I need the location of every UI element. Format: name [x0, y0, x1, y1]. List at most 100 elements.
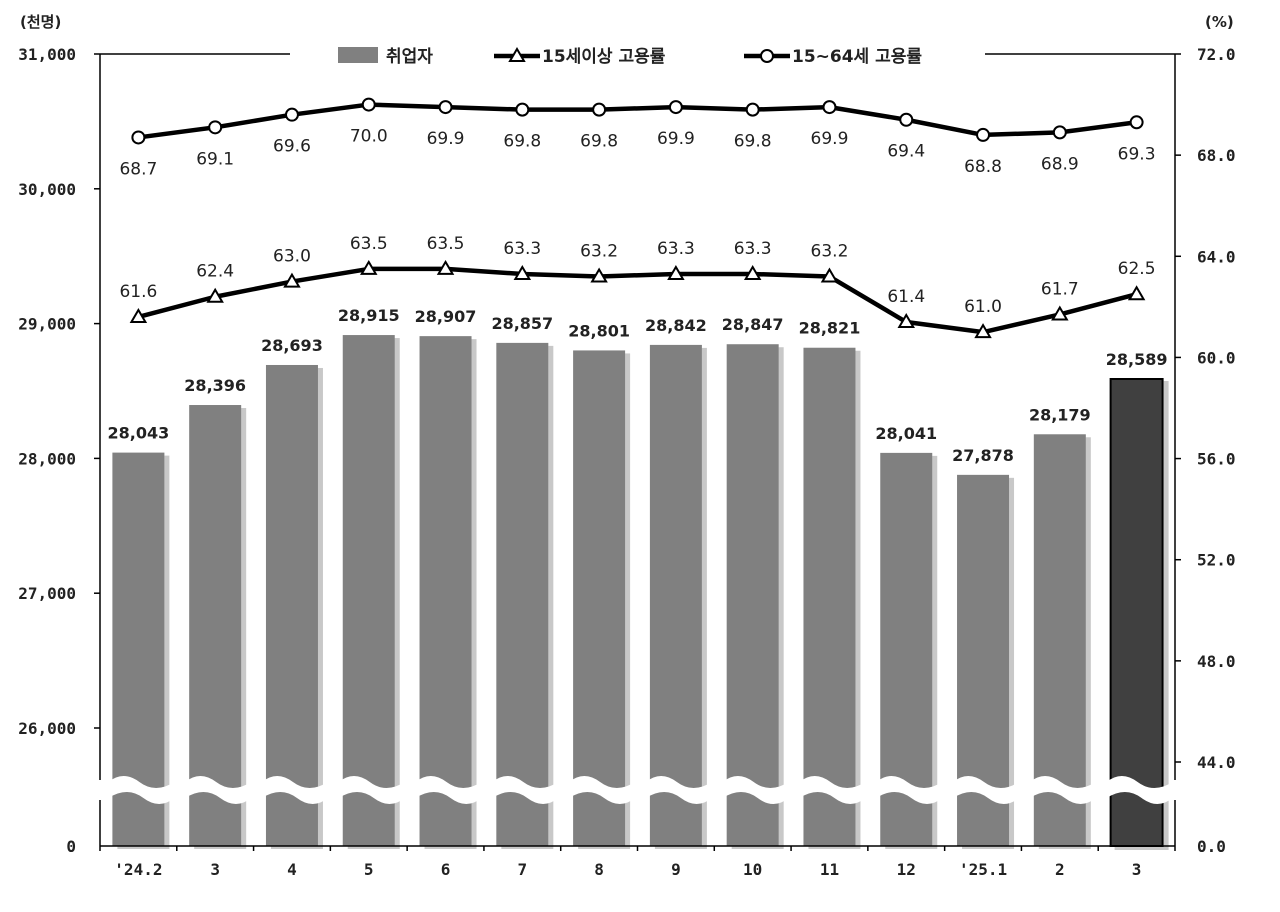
line-value-label: 69.8: [580, 132, 618, 152]
circle-marker: [361, 97, 376, 112]
x-tick-label: 8: [594, 860, 604, 879]
right-tick-label: 64.0: [1197, 247, 1236, 266]
circle-marker: [208, 120, 223, 135]
line-value-label: 61.6: [119, 282, 157, 302]
circle-marker: [284, 107, 299, 122]
bar: [803, 347, 856, 846]
bar-value-label: 28,842: [645, 316, 707, 335]
left-tick-label: 30,000: [18, 180, 76, 199]
bar: [573, 350, 626, 846]
legend-triangle-marker: [508, 47, 526, 62]
line-value-label: 63.3: [657, 239, 695, 259]
triangle-marker: [820, 267, 839, 283]
bar-value-label: 28,907: [415, 307, 477, 326]
bar: [342, 335, 395, 846]
axis-break-gap: [492, 776, 559, 804]
bar: [1109, 378, 1164, 847]
circle-marker: [668, 100, 683, 115]
axis-break-gap: [953, 776, 1020, 804]
axis-break-gap: [261, 776, 328, 804]
legend: 취업자 15세이상 고용률 15~64세 고용률: [338, 46, 922, 67]
left-tick-label: 29,000: [18, 315, 76, 334]
triangle-marker: [513, 265, 532, 280]
x-tick-label: 3: [1132, 860, 1142, 879]
x-tick-label: '24.2: [114, 860, 162, 879]
axis-break-gap: [1029, 776, 1096, 804]
right-tick-label: 0.0: [1197, 837, 1226, 856]
circle-marker: [822, 100, 837, 115]
right-tick-label: 60.0: [1197, 348, 1236, 367]
circle-marker: [592, 102, 607, 117]
axis-break-gap: [338, 776, 405, 804]
bar-value-label: 28,179: [1029, 405, 1091, 424]
legend-circle-label: 15~64세 고용률: [792, 47, 922, 67]
bar-series-group: 28,043 28,396 28,693 28,915 28,907 28,857 28,8…: [108, 306, 1173, 847]
line-value-label: 68.7: [119, 159, 157, 179]
line-series-group: 61.6 62.4 63.0 63.5 63.5 63.3 63.2 63.3 63.3 63.2…: [119, 97, 1156, 339]
bar: [265, 364, 318, 846]
right-tick-label: 56.0: [1197, 450, 1236, 469]
line-value-label: 70.0: [350, 127, 388, 147]
series-line: [137, 266, 1138, 335]
circle-marker: [899, 112, 914, 127]
left-axis-unit: (천명): [20, 13, 61, 31]
axis-break-gap: [722, 776, 789, 804]
bar-value-label: 28,589: [1106, 350, 1168, 369]
line-value-label: 61.7: [1041, 279, 1079, 299]
x-tick-label: 3: [210, 860, 220, 879]
line-value-label: 69.9: [657, 129, 695, 149]
triangle-marker: [590, 267, 608, 283]
triangle-marker: [1051, 305, 1069, 321]
x-tick-label: 12: [897, 860, 916, 879]
line-value-label: 63.0: [273, 247, 311, 267]
circle-marker: [131, 130, 146, 145]
bar-value-label: 28,041: [875, 424, 937, 443]
x-tick-label: '25.1: [959, 860, 1007, 879]
axis-break-gap: [108, 776, 175, 804]
line-value-label: 69.9: [811, 129, 849, 149]
line-value-label: 69.3: [1118, 144, 1156, 164]
circle-marker: [976, 127, 991, 142]
right-tick-label: 48.0: [1197, 652, 1236, 671]
line-value-label: 68.8: [964, 157, 1002, 177]
triangle-marker: [743, 265, 762, 280]
circle-marker: [438, 100, 453, 115]
line-value-label: 62.5: [1118, 259, 1156, 279]
right-axis-unit: (%): [1205, 13, 1234, 31]
line-value-label: 63.2: [811, 242, 849, 262]
circle-marker: [1052, 125, 1067, 140]
right-tick-label: 44.0: [1197, 753, 1236, 772]
x-tick-label: 5: [364, 860, 374, 879]
x-tick-label: 7: [518, 860, 528, 879]
bar: [189, 405, 242, 846]
right-tick-label: 68.0: [1197, 146, 1236, 165]
x-tick-label: 4: [287, 860, 297, 879]
triangle-marker: [667, 265, 685, 280]
triangle-marker: [283, 272, 301, 288]
x-tick-label: 2: [1055, 860, 1065, 879]
line-value-label: 63.5: [427, 234, 465, 254]
line-value-label: 61.4: [887, 287, 925, 307]
line-value-label: 61.0: [964, 297, 1002, 317]
line-value-label: 63.5: [350, 234, 388, 254]
axis-break-gap: [569, 776, 636, 804]
bar: [496, 342, 549, 846]
line-value-label: 69.8: [734, 132, 772, 152]
series-line: [138, 102, 1137, 140]
line-value-label: 68.9: [1041, 154, 1079, 174]
legend-triangle-label: 15세이상 고용률: [542, 47, 666, 67]
right-tick-label: 72.0: [1197, 45, 1236, 64]
line-value-label: 69.8: [503, 132, 541, 152]
legend-bar-label: 취업자: [386, 46, 433, 67]
bar: [726, 344, 779, 846]
circle-marker: [515, 102, 530, 117]
bar-value-label: 28,396: [184, 376, 246, 395]
axis-break-gap: [645, 776, 712, 804]
x-tick-label: 6: [441, 860, 451, 879]
bar: [419, 336, 472, 846]
triangle-marker: [129, 307, 148, 323]
right-tick-label: 52.0: [1197, 551, 1236, 570]
triangle-marker: [206, 287, 224, 303]
left-tick-label: 27,000: [18, 584, 76, 603]
